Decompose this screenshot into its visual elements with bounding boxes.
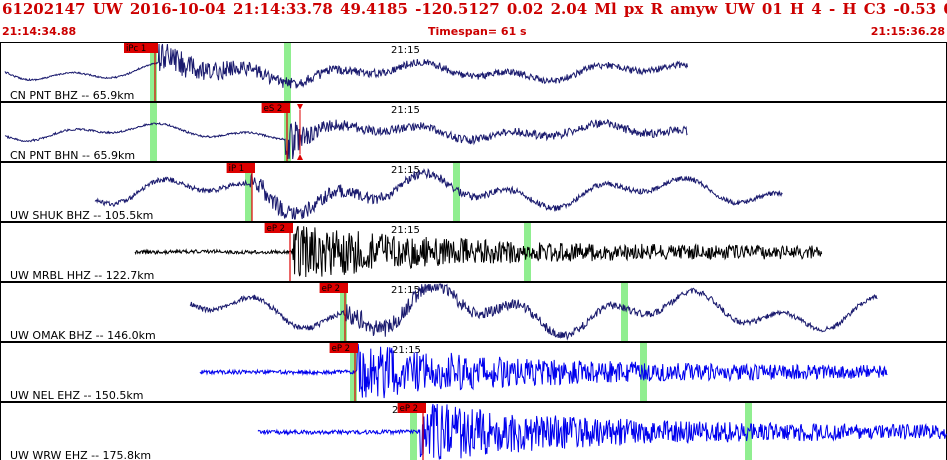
time-window-band <box>621 283 628 341</box>
waveform-viewer[interactable]: 21:15 iPc 1 CN PNT BHZ -- 65.9km 21:15 eS 2 C… <box>0 38 947 460</box>
time-tick-label: 21:15 <box>391 225 420 236</box>
end-time: 21:15:36.28 <box>870 25 945 38</box>
channel-label: UW SHUK BHZ -- 105.5km <box>10 209 153 222</box>
waveform-trace <box>4 43 688 89</box>
channel-label: UW MRBL HHZ -- 122.7km <box>10 269 154 282</box>
pick-label: eS 2 <box>264 104 283 114</box>
time-tick-label: 21:15 <box>392 345 421 356</box>
channel-label: UW NEL EHZ -- 150.5km <box>10 389 144 402</box>
time-tick-label: 21:15 <box>391 105 420 116</box>
pick-label-box[interactable] <box>319 283 348 293</box>
pick-label: eP 2 <box>400 404 418 414</box>
channel-label: UW WRW EHZ -- 175.8km <box>10 449 151 460</box>
time-window-band <box>745 403 752 460</box>
pick-label: iP 1 <box>229 164 245 174</box>
pick-label-box[interactable] <box>264 223 293 233</box>
pick-label-box[interactable] <box>226 163 255 173</box>
time-window-band <box>150 103 157 161</box>
time-window-band <box>640 343 647 401</box>
time-window-band <box>453 163 460 221</box>
waveform-trace <box>189 283 878 341</box>
pick-label: eP 2 <box>332 344 350 354</box>
time-tick-label: 21:15 <box>391 45 420 56</box>
pick-label-box[interactable] <box>124 43 158 53</box>
waveform-trace <box>94 167 783 220</box>
waveform-trace <box>199 343 888 399</box>
channel-panel[interactable]: 21:15 eP 2 UW OMAK BHZ -- 146.0km <box>0 282 947 343</box>
pick-label-box[interactable] <box>397 403 426 413</box>
pick-marker-icon <box>297 154 303 160</box>
pick-label: iPc 1 <box>126 44 146 54</box>
channel-panel[interactable]: 21:15 iP 1 UW SHUK BHZ -- 105.5km <box>0 162 947 223</box>
time-window-band <box>284 43 291 101</box>
channel-label: CN PNT BHN -- 65.9km <box>10 149 135 162</box>
event-title: 61202147 UW 2016-10-04 21:14:33.78 49.41… <box>2 0 947 18</box>
waveform-trace <box>257 403 947 460</box>
pick-label: eP 2 <box>267 224 285 234</box>
time-tick-label: 21:15 <box>391 285 420 296</box>
timespan-label: Timespan= 61 s <box>428 25 527 38</box>
channel-label: UW OMAK BHZ -- 146.0km <box>10 329 156 342</box>
pick-label-box[interactable] <box>329 343 358 353</box>
pick-marker-icon <box>297 104 303 110</box>
time-tick-label: 21:15 <box>391 165 420 176</box>
channel-label: CN PNT BHZ -- 65.9km <box>10 89 134 102</box>
waveform-trace <box>4 118 688 160</box>
pick-label: eP 2 <box>322 284 340 294</box>
channel-panel[interactable]: 21:15 iPc 1 CN PNT BHZ -- 65.9km <box>0 42 947 103</box>
time-window-band <box>245 163 252 221</box>
waveform-trace <box>134 225 823 278</box>
time-window-band <box>150 43 157 101</box>
event-header: 61202147 UW 2016-10-04 21:14:33.78 49.41… <box>0 0 947 24</box>
start-time: 21:14:34.88 <box>2 25 77 38</box>
pick-label-box[interactable] <box>261 103 290 113</box>
